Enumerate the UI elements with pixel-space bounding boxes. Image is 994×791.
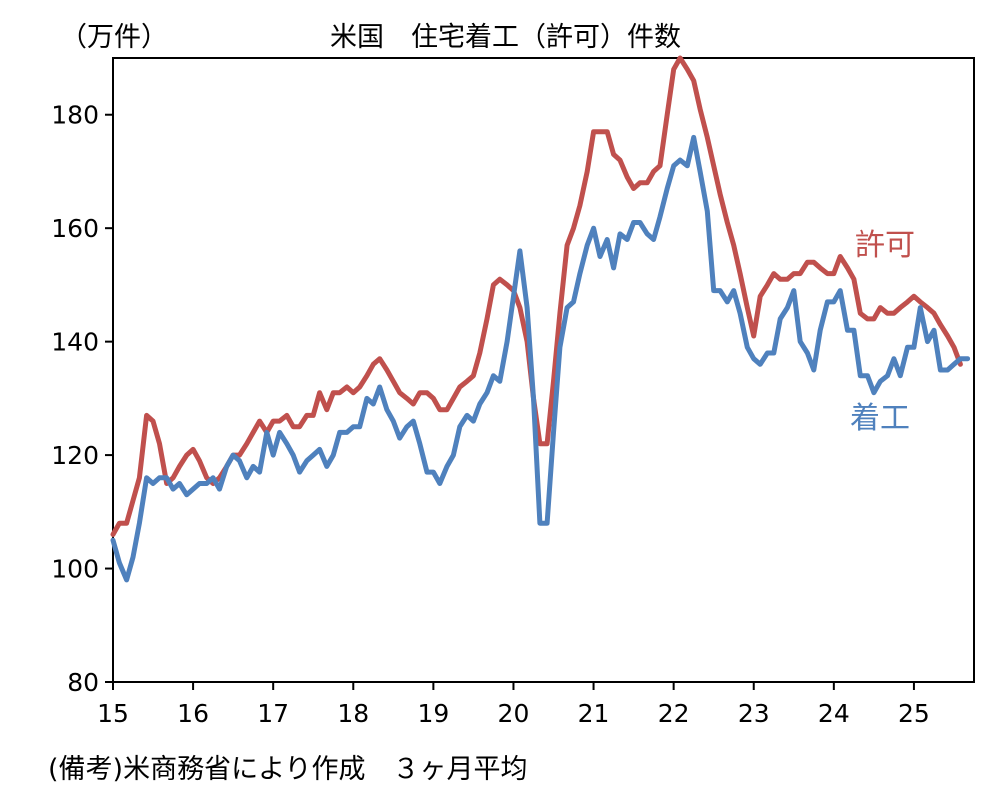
y-tick-label: 100 bbox=[51, 555, 99, 584]
x-tick-label: 21 bbox=[578, 699, 610, 728]
unit-label: （万件） bbox=[60, 22, 168, 53]
x-tick-label: 18 bbox=[337, 699, 369, 728]
y-tick-label: 80 bbox=[67, 668, 99, 697]
y-tick-label: 120 bbox=[51, 441, 99, 470]
series-label-permits: 許可 bbox=[855, 228, 915, 263]
y-tick-label: 140 bbox=[51, 328, 99, 357]
y-axis: 80 100 120 140 160 180 bbox=[51, 101, 113, 697]
y-tick-label: 160 bbox=[51, 214, 99, 243]
series-line-starts bbox=[110, 134, 971, 583]
x-tick-label: 22 bbox=[658, 699, 690, 728]
x-tick-label: 17 bbox=[257, 699, 289, 728]
x-tick-label: 15 bbox=[97, 699, 129, 728]
y-tick-label: 180 bbox=[51, 101, 99, 130]
plot-frame bbox=[112, 57, 975, 683]
x-axis: 15 16 17 18 19 20 21 22 23 24 25 bbox=[97, 682, 930, 728]
x-tick-label: 19 bbox=[417, 699, 449, 728]
series-label-starts: 着工 bbox=[850, 401, 910, 436]
x-tick-label: 20 bbox=[498, 699, 530, 728]
source-note: (備考)米商務省により作成 ３ヶ月平均 bbox=[48, 754, 528, 785]
x-tick-label: 16 bbox=[177, 699, 209, 728]
x-tick-label: 25 bbox=[898, 699, 930, 728]
x-tick-label: 23 bbox=[738, 699, 770, 728]
chart-title: 米国 住宅着工（許可）件数 bbox=[330, 22, 681, 53]
series-layer bbox=[110, 55, 971, 583]
x-tick-label: 24 bbox=[818, 699, 850, 728]
